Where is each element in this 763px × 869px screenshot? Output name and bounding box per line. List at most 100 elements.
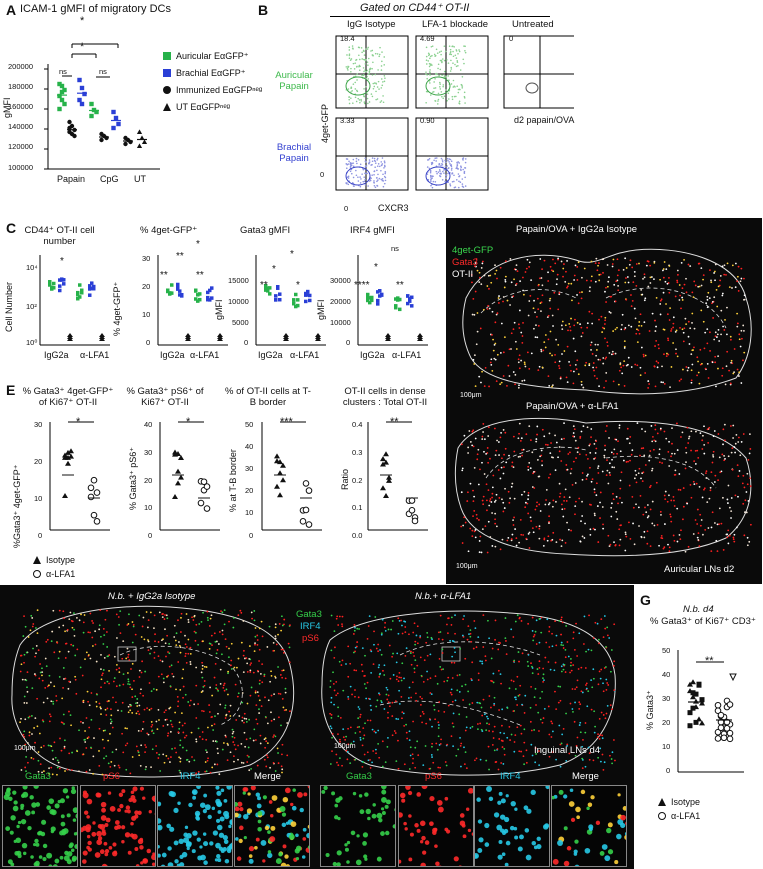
d-cell <box>528 547 531 549</box>
b-col-isotype: IgG Isotype <box>347 19 396 30</box>
f-thumb-cell <box>59 798 65 804</box>
d-cell <box>714 279 716 282</box>
f-cell <box>223 689 226 692</box>
c-control-point <box>283 337 289 341</box>
f-cell <box>551 645 554 648</box>
b-event <box>378 53 381 56</box>
b-event <box>357 159 360 161</box>
d-cell <box>481 438 484 440</box>
c-point <box>380 292 384 297</box>
f-cell <box>92 772 95 775</box>
d-cell <box>525 267 528 270</box>
d-cell <box>520 533 523 536</box>
b-event <box>380 78 383 80</box>
b-event <box>355 157 358 160</box>
c2-sig-1: * <box>196 239 200 250</box>
b-event <box>440 157 443 160</box>
f-thumb-cell <box>542 824 549 830</box>
d-cell <box>706 362 709 365</box>
b-event <box>376 157 379 160</box>
a-point <box>136 143 143 148</box>
d-cell <box>548 502 551 504</box>
f-cell <box>386 698 389 701</box>
d-cell <box>663 430 666 433</box>
f-thumb-cell <box>243 787 249 792</box>
d-cell <box>473 265 476 268</box>
f-cell <box>364 674 366 677</box>
d-cell <box>714 361 717 364</box>
d-cell <box>749 433 751 435</box>
f-cell <box>497 669 500 672</box>
f-cell <box>175 644 178 647</box>
b-event <box>456 166 458 168</box>
f-cell <box>72 644 75 647</box>
d-cell <box>572 370 575 373</box>
d-cell <box>674 469 677 472</box>
f-thumb-cell <box>279 805 286 812</box>
f-cell <box>194 639 197 642</box>
d-cell <box>707 291 710 294</box>
f-cell <box>173 636 176 638</box>
f-cell <box>179 744 182 747</box>
f-thumb-cell <box>226 848 232 854</box>
d-cell <box>647 285 650 288</box>
d-cell <box>702 274 705 276</box>
f-cell <box>207 619 209 622</box>
f-thumb-cell <box>381 789 387 795</box>
f-cell <box>572 637 575 640</box>
b-event <box>460 168 462 170</box>
b-event <box>364 59 367 62</box>
f-thumb-cell <box>505 840 511 846</box>
b-event <box>362 180 365 183</box>
d-cell <box>559 538 561 541</box>
f-thumb-cell <box>399 859 402 864</box>
d-cell <box>491 333 493 336</box>
f-cell <box>67 650 70 653</box>
f-cell <box>226 742 229 745</box>
c1-ylabel: Cell Number <box>4 281 14 332</box>
d-cell <box>627 324 630 327</box>
a-point <box>57 106 62 112</box>
b-event <box>456 61 459 63</box>
b-event <box>384 77 386 79</box>
d-cell <box>711 511 714 514</box>
f-cell <box>560 742 563 745</box>
d-cell <box>730 510 733 513</box>
f-cell <box>497 648 500 651</box>
f-thumb-cell <box>264 825 270 831</box>
e-isotype-point <box>62 452 68 458</box>
d-cell <box>546 444 549 446</box>
d-cell <box>509 304 511 306</box>
f-cell <box>27 636 30 638</box>
f-cell <box>261 663 264 666</box>
d-cell <box>649 450 652 452</box>
c-point <box>264 283 268 288</box>
b-event <box>441 58 444 60</box>
f-thumb-cell <box>416 792 421 797</box>
d-cell <box>494 321 497 324</box>
f-cell <box>534 761 537 764</box>
f-cell <box>98 702 101 705</box>
c-control-point <box>385 337 391 341</box>
f-cell <box>337 624 340 626</box>
f-thumb-cell <box>112 842 117 847</box>
f-thumb-cell <box>22 791 29 798</box>
d-cell <box>582 425 585 428</box>
d-cell <box>502 375 505 377</box>
f-cell <box>566 744 569 747</box>
f-cell <box>106 680 109 683</box>
b-untreated-frame <box>503 35 574 109</box>
b-event <box>425 63 428 65</box>
c-point <box>208 288 212 293</box>
f-cell <box>188 760 191 763</box>
d-cell <box>597 465 600 468</box>
a-point <box>62 101 67 107</box>
f-thumb-cell <box>21 842 28 849</box>
f-cell <box>361 647 364 650</box>
d-cell <box>680 436 682 438</box>
d-cell <box>723 329 726 331</box>
f-cell <box>576 736 579 739</box>
f-cell <box>542 680 544 683</box>
c-point <box>292 298 296 302</box>
f-thumb-cell <box>216 854 221 859</box>
